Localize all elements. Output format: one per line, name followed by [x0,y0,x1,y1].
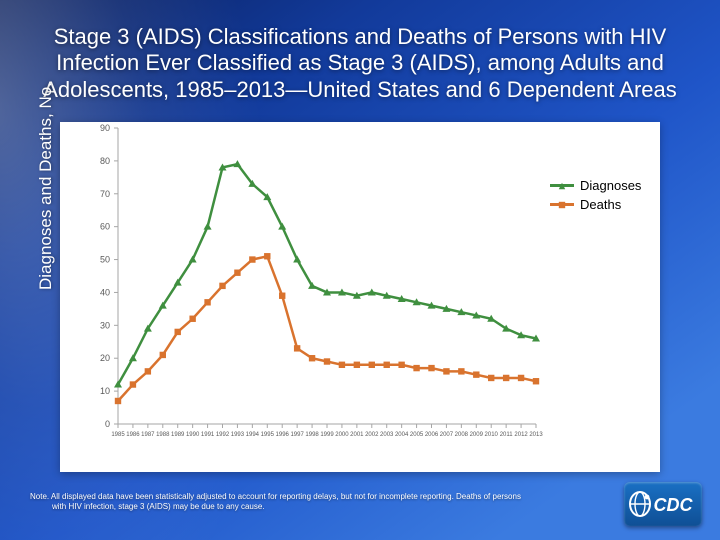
slide-title: Stage 3 (AIDS) Classifications and Death… [30,24,690,103]
triangle-icon [558,182,566,190]
square-icon [558,201,566,209]
cdc-logo-text: CDC [654,495,694,515]
legend-item-deaths: Deaths [550,197,641,212]
svg-text:2006: 2006 [425,432,439,438]
svg-text:2010: 2010 [485,432,499,438]
svg-text:2008: 2008 [455,432,469,438]
chart-container: 0102030405060708090198519861987198819891… [60,122,660,472]
svg-text:2013: 2013 [529,432,543,438]
svg-text:70: 70 [100,189,110,199]
svg-text:1992: 1992 [216,432,230,438]
svg-text:1986: 1986 [126,432,140,438]
cdc-logo: CDC [624,482,702,526]
legend-swatch-deaths [550,203,574,206]
svg-text:1985: 1985 [111,432,125,438]
svg-text:1994: 1994 [246,432,260,438]
svg-text:2003: 2003 [380,432,394,438]
svg-text:2005: 2005 [410,432,424,438]
svg-text:1999: 1999 [320,432,334,438]
svg-text:2012: 2012 [514,432,528,438]
y-axis-title-main: Diagnoses and Deaths, No. [36,82,55,290]
svg-text:30: 30 [100,320,110,330]
svg-text:60: 60 [100,222,110,232]
svg-text:40: 40 [100,287,110,297]
svg-text:1987: 1987 [141,432,155,438]
svg-text:1995: 1995 [261,432,275,438]
legend-item-diagnoses: Diagnoses [550,178,641,193]
svg-text:0: 0 [105,419,110,429]
footnote: Note. All displayed data have been stati… [30,492,590,512]
svg-text:1997: 1997 [290,432,304,438]
svg-text:1998: 1998 [305,432,319,438]
legend-swatch-diagnoses [550,184,574,187]
svg-text:1996: 1996 [276,432,290,438]
svg-text:2007: 2007 [440,432,454,438]
svg-text:1988: 1988 [156,432,170,438]
legend-label-diagnoses: Diagnoses [580,178,641,193]
slide-root: Stage 3 (AIDS) Classifications and Death… [0,0,720,540]
svg-text:50: 50 [100,255,110,265]
svg-text:1991: 1991 [201,432,215,438]
svg-text:2000: 2000 [335,432,349,438]
cdc-logo-icon: CDC [628,486,698,522]
svg-text:10: 10 [100,386,110,396]
svg-text:20: 20 [100,353,110,363]
legend: Diagnoses Deaths [550,174,641,216]
svg-text:80: 80 [100,156,110,166]
svg-text:2011: 2011 [500,432,514,438]
footnote-line1: Note. All displayed data have been stati… [30,492,521,501]
svg-text:2004: 2004 [395,432,409,438]
svg-text:2009: 2009 [470,432,484,438]
footnote-line2: with HIV infection, stage 3 (AIDS) may b… [30,502,590,512]
svg-text:2002: 2002 [365,432,379,438]
svg-text:1993: 1993 [231,432,245,438]
svg-text:1989: 1989 [171,432,185,438]
svg-text:2001: 2001 [350,432,364,438]
svg-text:90: 90 [100,123,110,133]
legend-label-deaths: Deaths [580,197,621,212]
svg-text:1990: 1990 [186,432,200,438]
